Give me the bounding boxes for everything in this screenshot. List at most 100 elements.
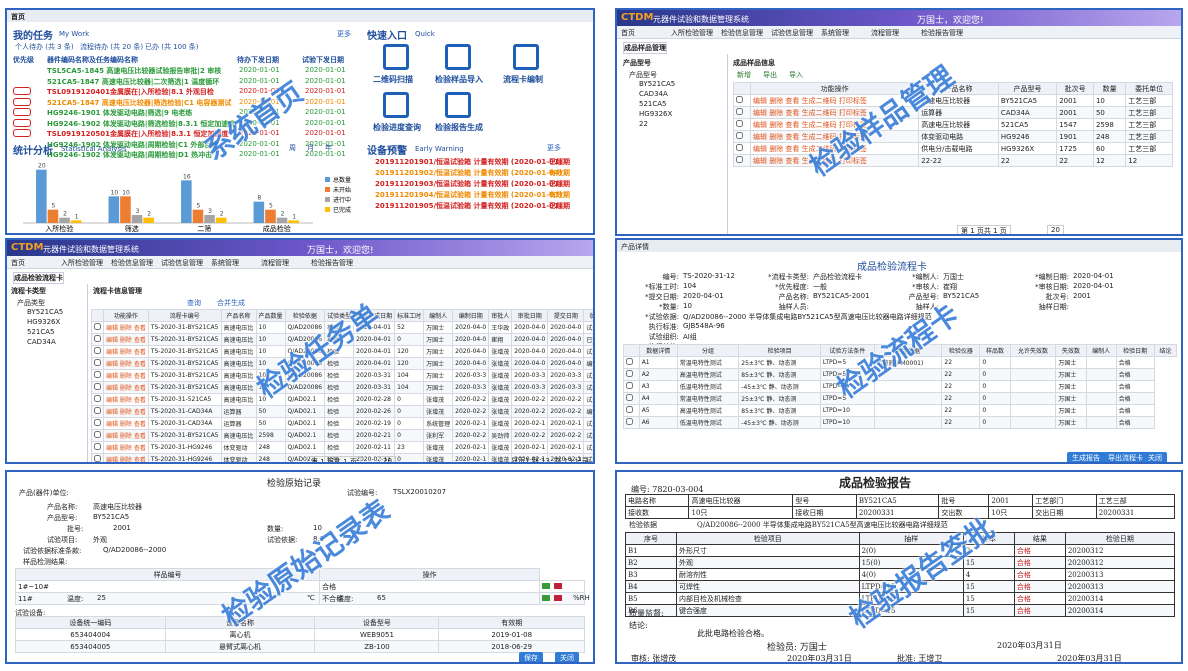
row: 编辑 删除 查看 TS-2020-31-CAD34A 运算器 50 Q/AD02.1 检验… [91,417,593,430]
action-button[interactable]: 保存 [519,652,543,662]
checkbox[interactable] [626,358,633,365]
row-actions[interactable]: 编辑 删除 查看 [103,429,149,442]
task-count: 流程待办 (共 20 条) [80,43,144,51]
quick-icon[interactable] [383,92,409,118]
cell: 12 [1092,154,1127,167]
header-cell: 结论 [1153,344,1178,357]
cell: 22 [941,368,981,381]
cell: Q/AD20086 [284,381,326,394]
cell: 653404004 [15,628,166,641]
field-label: 产品名称: [47,503,78,511]
row-actions[interactable]: 编辑 删除 查看 [103,321,149,334]
row: 编辑 删除 查看 TS-2020-31-BY521CA5 高速电压比 10 Q/AD20… [91,321,593,334]
row-actions[interactable]: 编辑 删除 查看 生成二维码 打印标签 [749,106,920,119]
row-actions[interactable]: 编辑 删除 查看 生成二维码 打印标签 [749,118,920,131]
cell: 张增茂 [488,345,513,358]
field-label: *审核人: [912,283,939,291]
action-button[interactable]: 生成报告 [1067,452,1105,462]
header-row: 数据详情 分组 检验项目 试验方法条件 判定依据 检验仪器 样品数 允许失效数 失效数 编制人 检验… [623,344,1178,357]
checkbox[interactable] [626,406,633,413]
row-actions[interactable]: 编辑 删除 查看 [103,453,149,462]
delete-icon[interactable] [554,582,562,589]
checkbox[interactable] [626,370,633,377]
checkbox[interactable] [626,394,633,401]
checkbox[interactable] [94,455,101,462]
quick-icon[interactable] [383,44,409,70]
task-name: 521CA5-1847 高速电压比较器|二次筛选|1 温度循环 [47,77,220,86]
checkbox[interactable] [94,371,101,378]
checkbox[interactable] [736,132,743,139]
row-actions[interactable]: 编辑 删除 查看 [103,441,149,454]
checkbox[interactable] [94,347,101,354]
row-actions[interactable]: 编辑 删除 查看 生成二维码 打印标签 [749,94,920,107]
edit-icon[interactable] [542,582,550,589]
row-actions[interactable] [539,592,585,605]
cell: 合格 [1013,568,1066,581]
row-actions[interactable]: 编辑 删除 查看 生成二维码 打印标签 [749,130,920,143]
cell: 10只 [988,506,1034,519]
quick-label: 二维码扫描 [373,75,413,84]
checkbox[interactable] [736,156,743,163]
task-date: 2020-01-01 [239,87,280,95]
tree-node: BY521CA5 [27,308,64,316]
bar [276,217,288,223]
checkbox[interactable] [94,431,101,438]
cell: 2020-02-2 [511,429,549,442]
checkbox[interactable] [736,144,743,151]
cell: 2020-02-1 [547,441,585,454]
warning-status: 已超期 [549,158,570,166]
row-actions[interactable]: 编辑 删除 查看 生成二维码 打印标签 [749,142,920,155]
delete-icon[interactable] [554,594,562,601]
cell: Q/AD20086 [284,369,326,382]
row-actions[interactable] [539,580,585,593]
task-panel: CTDM 元器件试验和数据管理系统 万国士，欢迎您! 首页 入所检验管理 检验信息管理 试验… [5,238,595,464]
action-button[interactable]: 关闭 [555,652,579,662]
row-actions[interactable]: 编辑 删除 查看 [103,345,149,358]
row-actions[interactable]: 编辑 删除 查看 [103,381,149,394]
checkbox[interactable] [626,382,633,389]
row-actions[interactable]: 编辑 删除 查看 [103,357,149,370]
checkbox[interactable] [94,443,101,450]
cell: 离心机 [164,628,316,641]
action-button[interactable]: 导出流程卡 [1103,452,1148,462]
row-actions[interactable]: 编辑 删除 查看 生成二维码 打印标签 [749,154,920,167]
checkbox[interactable] [626,418,633,425]
cell [1009,404,1057,417]
cell: 工艺三部 [1125,130,1173,143]
row-actions[interactable]: 编辑 删除 查看 [103,405,149,418]
cell: 接收数 [624,506,690,519]
quick-label: 检验报告生成 [435,123,483,132]
field-value: 崔翔 [943,283,957,291]
checkbox[interactable] [736,108,743,115]
row-actions[interactable]: 编辑 删除 查看 [103,393,149,406]
row-select [91,357,104,370]
row-actions[interactable]: 编辑 删除 查看 [103,417,149,430]
checkbox[interactable] [94,335,101,342]
quick-icon[interactable] [513,44,539,70]
task-header: 器件编码名称及任务编码名称 [47,56,138,64]
row-actions[interactable]: 编辑 删除 查看 [103,369,149,382]
action-button[interactable]: 关闭 [1143,452,1167,462]
checkbox[interactable] [94,323,101,330]
cell: 张增茂 [488,453,513,462]
checkbox[interactable] [94,395,101,402]
quick-icon[interactable] [445,92,471,118]
field-label: 抽样人: [915,303,939,311]
row-select [623,368,640,381]
menu-item: 检验报告管理 [921,29,963,37]
row-actions[interactable]: 编辑 删除 查看 [103,333,149,346]
checkbox[interactable] [94,383,101,390]
field-value: 2020-04-01 [1073,272,1114,280]
cell: 10 [255,369,286,382]
checkbox[interactable] [736,120,743,127]
checkbox[interactable] [94,407,101,414]
row-select [91,453,104,462]
edit-icon[interactable] [542,594,550,601]
field-label: *流程卡类型: [768,273,809,281]
field-value: GJB548A-96 [683,322,725,330]
cell: 50 [255,417,286,430]
checkbox[interactable] [736,96,743,103]
quick-icon[interactable] [445,44,471,70]
checkbox[interactable] [94,419,101,426]
checkbox[interactable] [94,359,101,366]
